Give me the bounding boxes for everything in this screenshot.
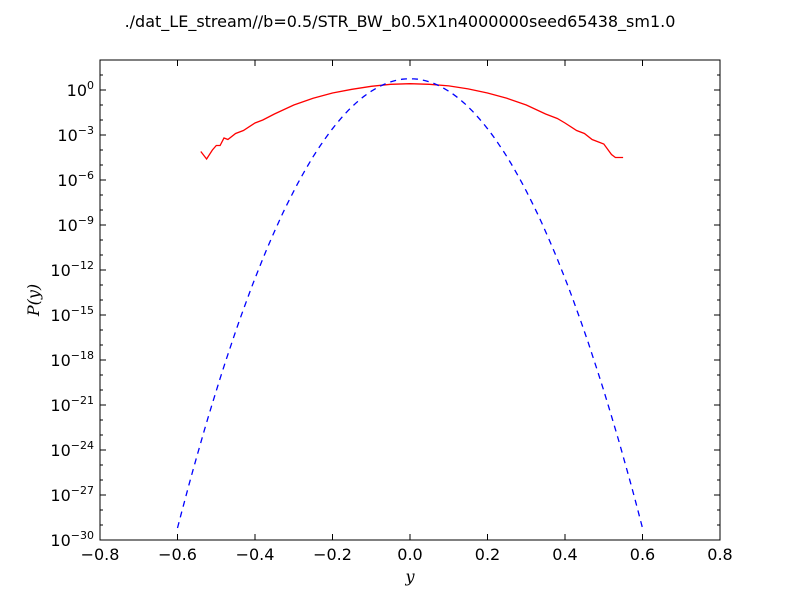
x-tick-label: 0.8 (707, 545, 732, 564)
series-line-1 (200, 83, 624, 161)
series-line-2 (176, 78, 644, 529)
x-axis: −0.8 −0.6 −0.4 −0.2 0.0 0.2 0.4 0.6 0.8 (81, 60, 733, 564)
x-tick-label: −0.4 (236, 545, 275, 564)
y-tick-label: 10−27 (50, 484, 94, 505)
y-tick-label: 100 (67, 79, 94, 100)
x-tick-label: 0.6 (630, 545, 655, 564)
y-tick-label: 10−30 (50, 529, 94, 550)
x-tick-label: 0.0 (397, 545, 422, 564)
y-tick-label: 10−18 (50, 349, 94, 370)
y-axis: 100 10−3 10−6 10−9 10−12 10−15 10−18 10−21 10−24… (50, 59, 720, 550)
y-tick-label: 10−24 (50, 439, 94, 460)
x-tick-label: 0.2 (475, 545, 500, 564)
y-tick-label: 10−15 (50, 304, 94, 325)
x-axis-label: y (404, 567, 415, 586)
y-tick-label: 10−12 (50, 259, 94, 280)
y-tick-label: 10−6 (57, 169, 94, 190)
series-layer (176, 78, 644, 529)
x-tick-label: 0.4 (552, 545, 577, 564)
y-tick-label: 10−3 (57, 124, 94, 145)
y-tick-label: 10−21 (50, 394, 94, 415)
chart-title: ./dat_LE_stream//b=0.5/STR_BW_b0.5X1n400… (125, 12, 676, 32)
y-axis-label: P(y) (24, 284, 43, 317)
x-tick-label: −0.6 (158, 545, 197, 564)
x-tick-label: −0.2 (313, 545, 352, 564)
y-tick-label: 10−9 (57, 214, 94, 235)
x-tick-label: −0.8 (81, 545, 120, 564)
